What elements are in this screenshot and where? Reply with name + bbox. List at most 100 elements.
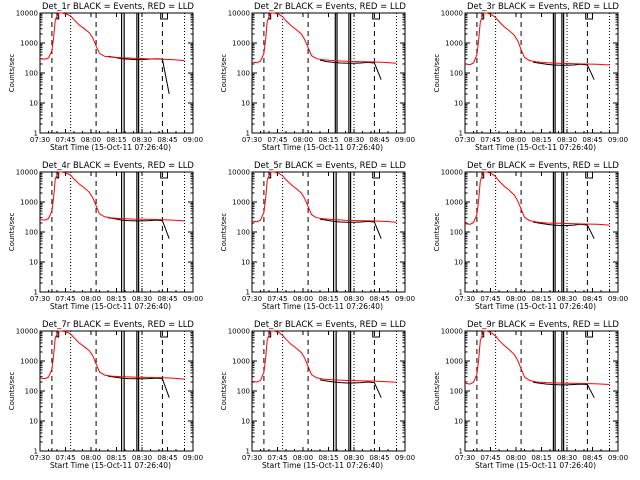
- x-axis-label: Start Time (15-Oct-11 07:26:40): [475, 302, 596, 311]
- x-tick-label: 08:45: [582, 295, 602, 303]
- y-tick-label: 10000: [228, 10, 250, 18]
- panel-title: Det_5r BLACK = Events, RED = LLD: [254, 161, 406, 171]
- plot-frame: [251, 330, 406, 452]
- y-tick-label: 10000: [441, 328, 463, 336]
- x-tick-label: 09:00: [608, 136, 628, 144]
- detector-panel: Det_1r BLACK = Events, RED = LLD 1 10 100 10…: [8, 2, 203, 152]
- x-tick-label: 08:00: [81, 295, 101, 303]
- events-series-line: [532, 61, 595, 80]
- attenuator-mark: [585, 331, 593, 338]
- y-tick-label: 1000: [20, 40, 38, 48]
- attenuator-mark: [481, 13, 485, 20]
- x-tick-label: 07:45: [480, 454, 500, 462]
- y-tick-label: 1: [246, 289, 250, 297]
- panel-title: Det_9r BLACK = Events, RED = LLD: [467, 320, 619, 330]
- plot-frame: [39, 330, 194, 452]
- detector-panel: Det_7r BLACK = Events, RED = LLD 1 10 100 10…: [8, 320, 203, 470]
- y-axis-label: Counts/sec: [433, 54, 441, 93]
- x-tick-label: 08:45: [369, 454, 389, 462]
- x-tick-label: 08:45: [157, 454, 177, 462]
- plot-frame: [464, 171, 619, 293]
- x-tick-label: 07:30: [242, 295, 262, 303]
- x-tick-label: 09:00: [608, 295, 628, 303]
- x-tick-label: 07:30: [30, 136, 50, 144]
- x-tick-label: 08:00: [506, 295, 526, 303]
- x-axis-label: Start Time (15-Oct-11 07:26:40): [262, 302, 383, 311]
- detector-panel: Det_2r BLACK = Events, RED = LLD 1 10 100 10…: [220, 2, 415, 152]
- panel-title: Det_7r BLACK = Events, RED = LLD: [42, 320, 194, 330]
- x-tick-label: 08:00: [506, 454, 526, 462]
- y-axis-label: Counts/sec: [220, 372, 228, 411]
- y-tick-label: 100: [25, 70, 38, 78]
- lld-series-line: [39, 330, 185, 380]
- y-tick-label: 10: [454, 259, 463, 267]
- y-tick-label: 1000: [232, 40, 250, 48]
- y-tick-label: 10000: [441, 169, 463, 177]
- y-axis-label: Counts/sec: [433, 213, 441, 252]
- detector-panel: Det_6r BLACK = Events, RED = LLD 1 10 100 10…: [433, 161, 628, 311]
- attenuator-mark: [160, 331, 168, 338]
- y-tick-label: 10000: [441, 10, 463, 18]
- plot-frame: [251, 12, 406, 134]
- x-tick-label: 07:45: [55, 136, 75, 144]
- y-tick-label: 100: [237, 70, 250, 78]
- y-tick-label: 10: [29, 100, 38, 108]
- x-tick-label: 09:00: [395, 454, 415, 462]
- detector-panel: Det_4r BLACK = Events, RED = LLD 1 10 100 10…: [8, 161, 203, 311]
- y-tick-label: 10000: [228, 169, 250, 177]
- events-series-line: [319, 218, 382, 239]
- lld-series-line: [251, 171, 397, 223]
- y-tick-label: 1: [459, 130, 463, 138]
- y-tick-label: 1000: [232, 358, 250, 366]
- attenuator-mark: [585, 13, 593, 20]
- x-tick-label: 08:30: [557, 454, 577, 462]
- x-axis-label: Start Time (15-Oct-11 07:26:40): [262, 461, 383, 470]
- y-tick-label: 1000: [20, 358, 38, 366]
- x-axis-label: Start Time (15-Oct-11 07:26:40): [50, 302, 171, 311]
- events-series-line: [532, 381, 595, 398]
- events-series-line: [319, 59, 382, 80]
- x-tick-label: 09:00: [183, 136, 203, 144]
- panel-title: Det_1r BLACK = Events, RED = LLD: [42, 2, 194, 12]
- x-tick-label: 09:00: [183, 295, 203, 303]
- y-tick-label: 100: [237, 229, 250, 237]
- x-tick-label: 08:15: [531, 295, 551, 303]
- y-tick-label: 1000: [232, 199, 250, 207]
- x-tick-label: 08:15: [318, 136, 338, 144]
- y-tick-label: 1: [246, 130, 250, 138]
- lld-series-line: [464, 330, 610, 385]
- panel-title: Det_4r BLACK = Events, RED = LLD: [42, 161, 194, 171]
- x-tick-label: 08:30: [344, 136, 364, 144]
- y-tick-label: 1: [459, 448, 463, 456]
- attenuator-mark: [372, 13, 380, 20]
- y-tick-label: 1: [34, 448, 38, 456]
- x-tick-label: 07:30: [30, 454, 50, 462]
- panel-title: Det_8r BLACK = Events, RED = LLD: [254, 320, 406, 330]
- x-axis-label: Start Time (15-Oct-11 07:26:40): [50, 143, 171, 152]
- lld-series-line: [251, 12, 397, 64]
- x-tick-label: 08:30: [344, 454, 364, 462]
- y-axis-label: Counts/sec: [8, 372, 16, 411]
- plot-frame: [251, 171, 406, 293]
- detector-panel: Det_3r BLACK = Events, RED = LLD 1 10 100 10…: [433, 2, 628, 152]
- y-tick-label: 1000: [445, 40, 463, 48]
- x-tick-label: 08:45: [582, 136, 602, 144]
- attenuator-mark: [481, 172, 485, 179]
- y-tick-label: 100: [237, 388, 250, 396]
- events-series-line: [107, 375, 170, 398]
- x-tick-label: 08:30: [557, 295, 577, 303]
- y-tick-label: 10: [241, 100, 250, 108]
- x-tick-label: 08:00: [81, 454, 101, 462]
- y-tick-label: 10: [29, 418, 38, 426]
- lld-series-line: [464, 12, 610, 66]
- y-tick-label: 100: [450, 229, 463, 237]
- x-tick-label: 08:15: [106, 295, 126, 303]
- x-tick-label: 07:45: [267, 454, 287, 462]
- x-tick-label: 09:00: [395, 136, 415, 144]
- x-tick-label: 08:30: [344, 295, 364, 303]
- y-tick-label: 1: [34, 289, 38, 297]
- x-tick-label: 08:30: [132, 454, 152, 462]
- x-axis-label: Start Time (15-Oct-11 07:26:40): [475, 461, 596, 470]
- x-tick-label: 07:30: [455, 454, 475, 462]
